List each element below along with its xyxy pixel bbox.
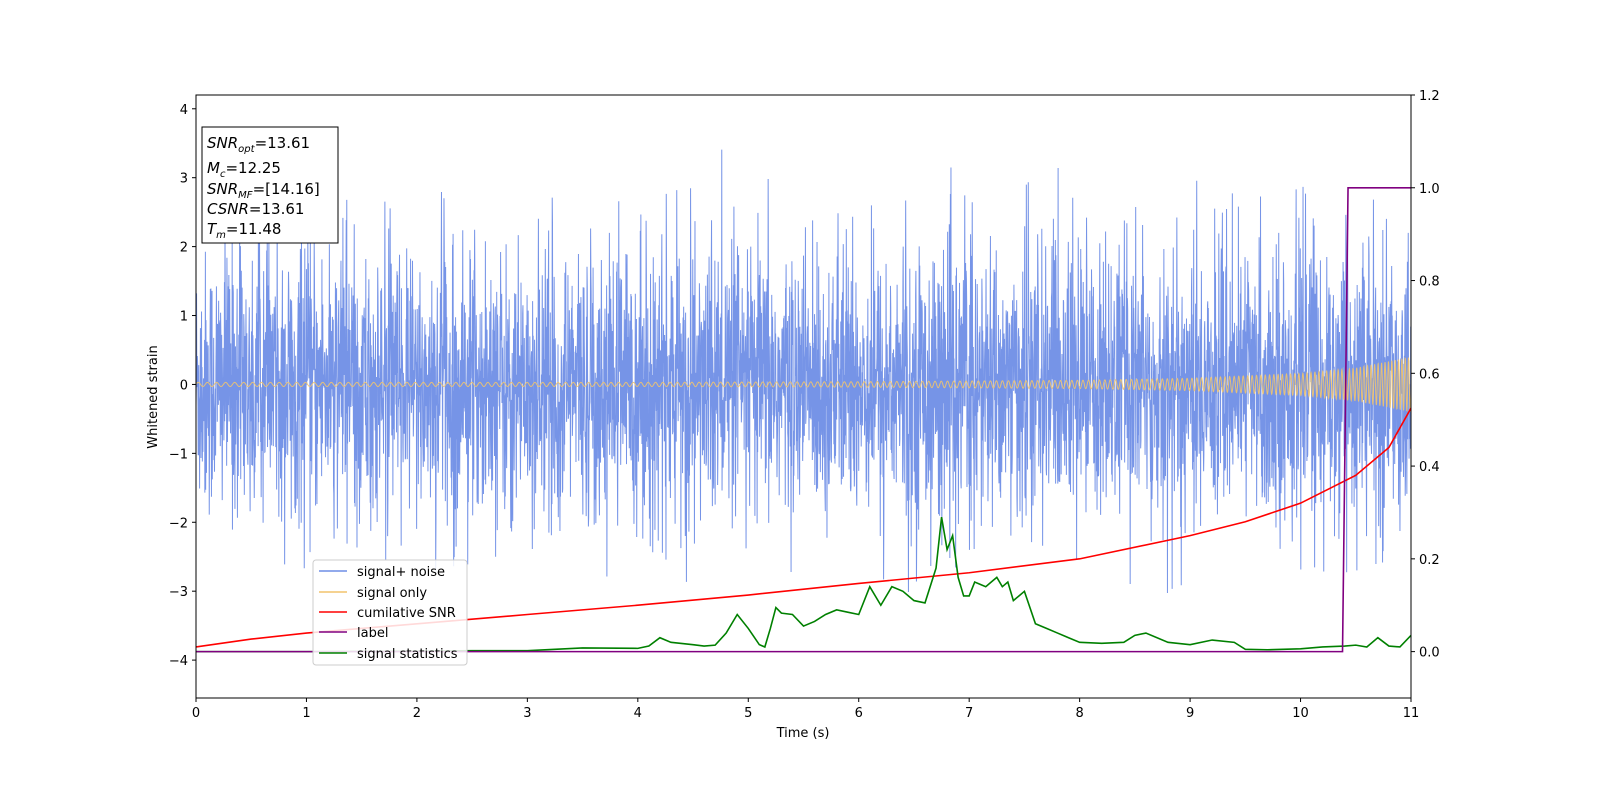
stats-line: Mc=12.25 [207, 159, 281, 180]
x-tick-label: 10 [1292, 706, 1309, 721]
stats-line: Tm=11.48 [207, 220, 281, 241]
plot-frame [195, 94, 1412, 699]
series-label-line [196, 186, 1411, 653]
y2-tick-label: 1.2 [1419, 89, 1440, 104]
legend-frame [312, 559, 468, 666]
y-tick-label: 1 [180, 310, 188, 325]
x-tick-label: 1 [302, 706, 310, 721]
stats-annotation-box: SNRopt=13.61 Mc=12.25SNRMF=[14.16]CSNR=13… [201, 126, 339, 244]
y-tick-label: −2 [169, 516, 188, 531]
y2-tick-label: 1.0 [1419, 182, 1440, 197]
legend: signal+ noise signal only cumilative SNR la… [312, 559, 468, 666]
x-tick-label: 5 [744, 706, 752, 721]
stats-line: CSNR=13.61 [207, 200, 304, 218]
y-axis-right: 0.0 0.2 0.4 0.6 0.8 1.0 1.2 [1411, 89, 1440, 661]
x-axis-label: Time (s) [776, 726, 830, 741]
y-tick-label: 2 [180, 241, 188, 256]
x-tick-label: 0 [192, 706, 200, 721]
series-signal-noise-line [196, 149, 1411, 594]
y2-tick-label: 0.0 [1419, 646, 1440, 661]
y-tick-label: 0 [180, 378, 188, 393]
series-signal-only-line [196, 357, 1411, 412]
y-tick-label: −1 [169, 447, 188, 462]
x-tick-label: 6 [855, 706, 863, 721]
y-axis-label: Whitened strain [146, 345, 161, 448]
stats-line: SNRMF=[14.16] [207, 180, 320, 201]
x-tick-label: 2 [413, 706, 421, 721]
stats-box-frame [201, 126, 339, 244]
x-tick-label: 3 [523, 706, 531, 721]
y-tick-label: −3 [169, 585, 188, 600]
legend-label: signal+ noise [357, 565, 445, 580]
x-tick-label: 4 [634, 706, 642, 721]
y2-tick-label: 0.6 [1419, 367, 1440, 382]
x-tick-label: 8 [1075, 706, 1083, 721]
series-signal-statistics-line [196, 516, 1411, 653]
y2-tick-label: 0.4 [1419, 460, 1440, 475]
legend-label: signal statistics [357, 647, 458, 662]
y-tick-label: 4 [180, 103, 188, 118]
x-tick-label: 9 [1186, 706, 1194, 721]
legend-label: signal only [357, 586, 427, 601]
x-tick-label: 7 [965, 706, 973, 721]
legend-label: label [357, 626, 388, 641]
y-axis-left: −4 −3 −2 −1 0 1 2 3 4 [169, 103, 196, 669]
x-axis: 0 1 2 3 4 5 6 7 8 9 10 11 [192, 698, 1419, 721]
y2-tick-label: 0.2 [1419, 553, 1440, 568]
stats-line: SNRopt=13.61 [207, 134, 310, 155]
y2-tick-label: 0.8 [1419, 275, 1440, 290]
legend-label: cumilative SNR [357, 606, 456, 621]
x-tick-label: 11 [1403, 706, 1420, 721]
y-tick-label: 3 [180, 172, 188, 187]
y-tick-label: −4 [169, 654, 188, 669]
